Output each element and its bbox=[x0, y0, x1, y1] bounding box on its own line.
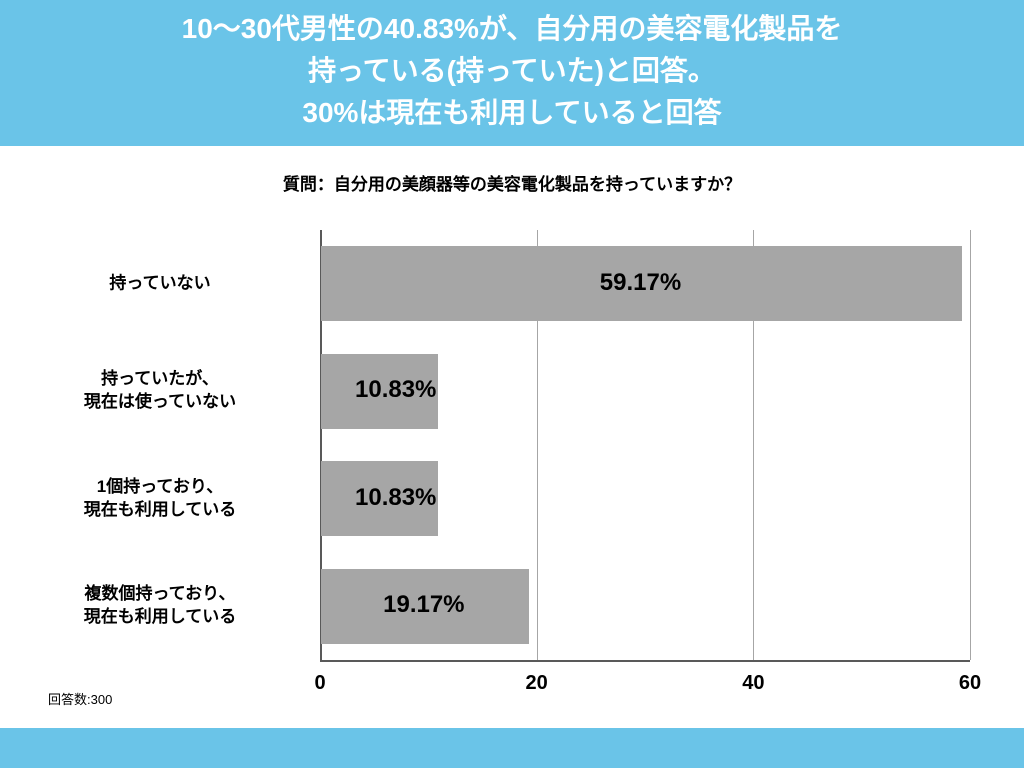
bar-value-label: 10.83% bbox=[355, 484, 436, 512]
x-tick-label: 0 bbox=[314, 672, 325, 695]
x-axis-line bbox=[320, 660, 970, 662]
bar-value-label: 19.17% bbox=[383, 591, 464, 619]
category-label: 持っていない bbox=[15, 272, 305, 295]
footer-bar bbox=[0, 728, 1024, 768]
question-subtitle: 質問：自分用の美顔器等の美容電化製品を持っていますか？ bbox=[0, 170, 1024, 195]
x-tick-label: 20 bbox=[526, 672, 548, 695]
category-label: 複数個持っており、現在も利用している bbox=[15, 583, 305, 629]
bar-value-label: 10.83% bbox=[355, 376, 436, 404]
header-line-2: 持っている(持っていた)と回答。 bbox=[10, 50, 1014, 92]
bar-chart: 持っていない持っていたが、現在は使っていない 1個持っており、現在も利用している複… bbox=[0, 230, 1024, 690]
plot-area: 020406059.17%10.83%10.83%19.17% bbox=[320, 230, 970, 670]
gridline bbox=[970, 230, 971, 660]
respondent-count: 回答数:300 bbox=[48, 689, 112, 708]
y-axis-labels: 持っていない持っていたが、現在は使っていない 1個持っており、現在も利用している複… bbox=[0, 230, 320, 690]
header-line-3: 30%は現在も利用していると回答 bbox=[10, 92, 1014, 134]
bar-value-label: 59.17% bbox=[600, 269, 681, 297]
header-line-1: 10〜30代男性の40.83%が、自分用の美容電化製品を bbox=[10, 8, 1014, 50]
x-tick-label: 40 bbox=[742, 672, 764, 695]
category-label: 1個持っており、現在も利用している bbox=[15, 476, 305, 522]
category-label: 持っていたが、現在は使っていない bbox=[15, 368, 305, 414]
x-tick-label: 60 bbox=[959, 672, 981, 695]
header-banner: 10〜30代男性の40.83%が、自分用の美容電化製品を 持っている(持っていた… bbox=[0, 0, 1024, 146]
